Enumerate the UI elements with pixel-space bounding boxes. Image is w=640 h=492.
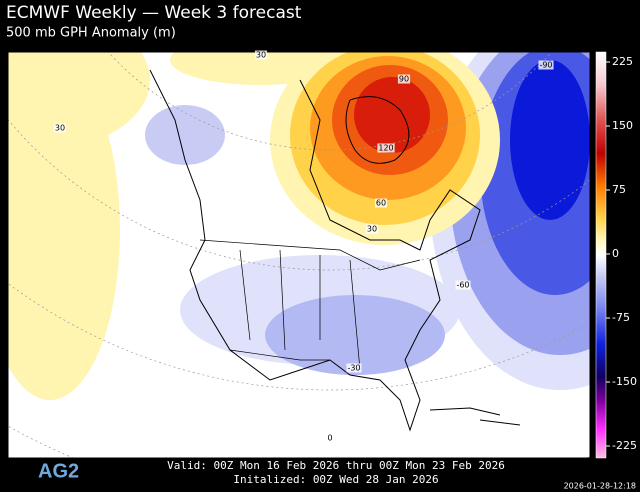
contour-label: 30 — [367, 225, 377, 234]
contour-label: 0 — [327, 434, 332, 443]
contour-label-box — [374, 198, 388, 208]
contour-label-box — [377, 143, 395, 153]
colorbar-label: -75 — [612, 311, 630, 324]
anomaly-area — [8, 60, 120, 400]
contour-label-box — [455, 280, 471, 290]
contour-label-box — [365, 224, 379, 234]
colorbar — [595, 51, 607, 459]
logo: AG2 — [38, 460, 79, 482]
map-frame — [7, 51, 591, 459]
contour-label-box — [346, 363, 362, 373]
contour-label: 90 — [399, 75, 409, 84]
colorbar-label: 225 — [612, 55, 633, 68]
contour-label: 30 — [55, 124, 65, 133]
colorbar-label: -150 — [612, 375, 637, 388]
anomaly-area — [265, 295, 445, 375]
anomaly-area — [145, 105, 225, 165]
colorbar-label: 75 — [612, 183, 626, 196]
title: ECMWF Weekly — Week 3 forecast — [6, 3, 302, 23]
contour-label: -90 — [539, 61, 552, 70]
contour-label: 120 — [378, 144, 393, 153]
colorbar-label: 0 — [612, 247, 619, 260]
contour-label-box — [538, 60, 554, 70]
init-time: Initalized: 00Z Wed 28 Jan 2026 — [233, 473, 438, 486]
coastline — [149, 69, 521, 432]
contour-label-box — [254, 50, 268, 60]
colorbar-label: 150 — [612, 119, 633, 132]
colorbar-label: -225 — [612, 439, 637, 452]
contour-label: 30 — [256, 51, 266, 60]
timestamp: 2026-01-28-12:18 — [564, 482, 636, 491]
contour-label: -30 — [347, 364, 360, 373]
contour-label: -60 — [456, 281, 469, 290]
contour-label-box — [326, 433, 334, 443]
contour-label-box — [53, 123, 67, 133]
valid-time: Valid: 00Z Mon 16 Feb 2026 thru 00Z Mon … — [167, 459, 505, 472]
contour-label-box — [397, 74, 411, 84]
subtitle: 500 mb GPH Anomaly (m) — [6, 26, 176, 41]
borders — [199, 239, 421, 371]
anomaly-area — [510, 60, 590, 220]
contour-label: 60 — [376, 199, 386, 208]
anomaly-area — [354, 77, 430, 153]
